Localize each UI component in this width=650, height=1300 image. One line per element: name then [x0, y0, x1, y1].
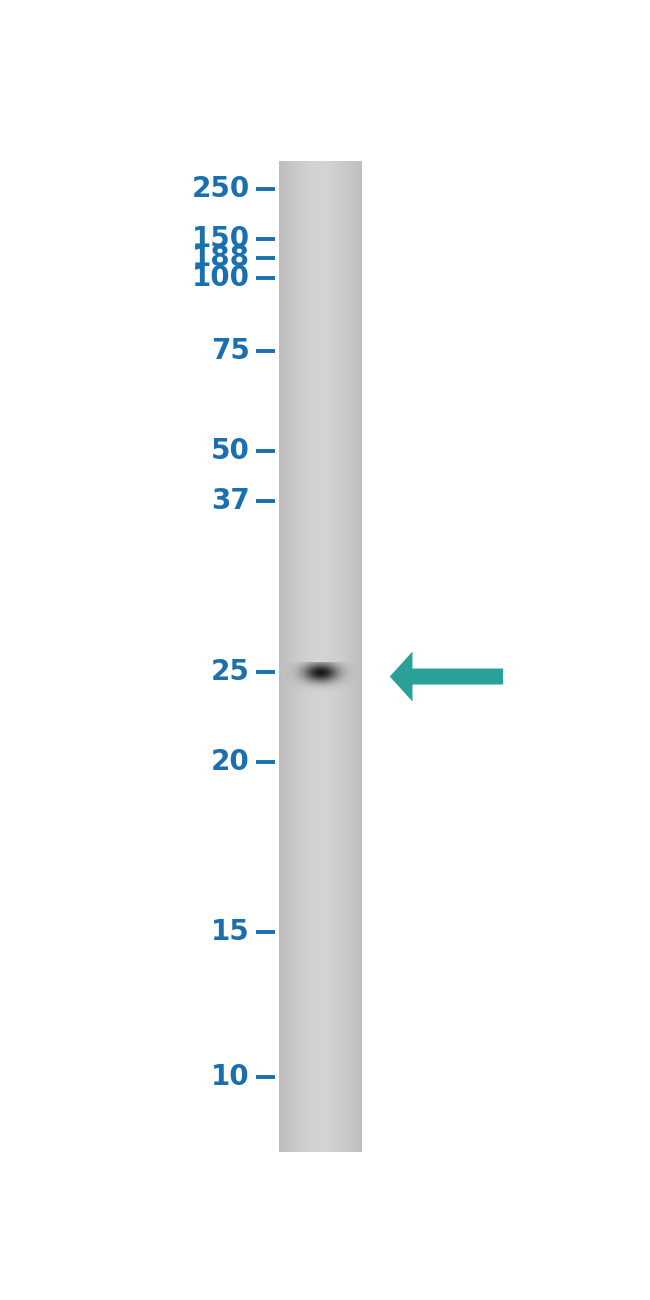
Text: 150: 150 [192, 225, 250, 254]
Text: 25: 25 [211, 658, 250, 685]
Text: 250: 250 [192, 176, 250, 203]
Polygon shape [390, 651, 503, 702]
Text: 50: 50 [211, 437, 250, 465]
Text: 100: 100 [192, 264, 250, 292]
Text: 188: 188 [192, 244, 250, 272]
Text: 15: 15 [211, 918, 250, 946]
Text: 75: 75 [211, 337, 250, 365]
Text: 10: 10 [211, 1063, 250, 1091]
Text: 37: 37 [211, 488, 250, 515]
Text: 20: 20 [211, 747, 250, 776]
